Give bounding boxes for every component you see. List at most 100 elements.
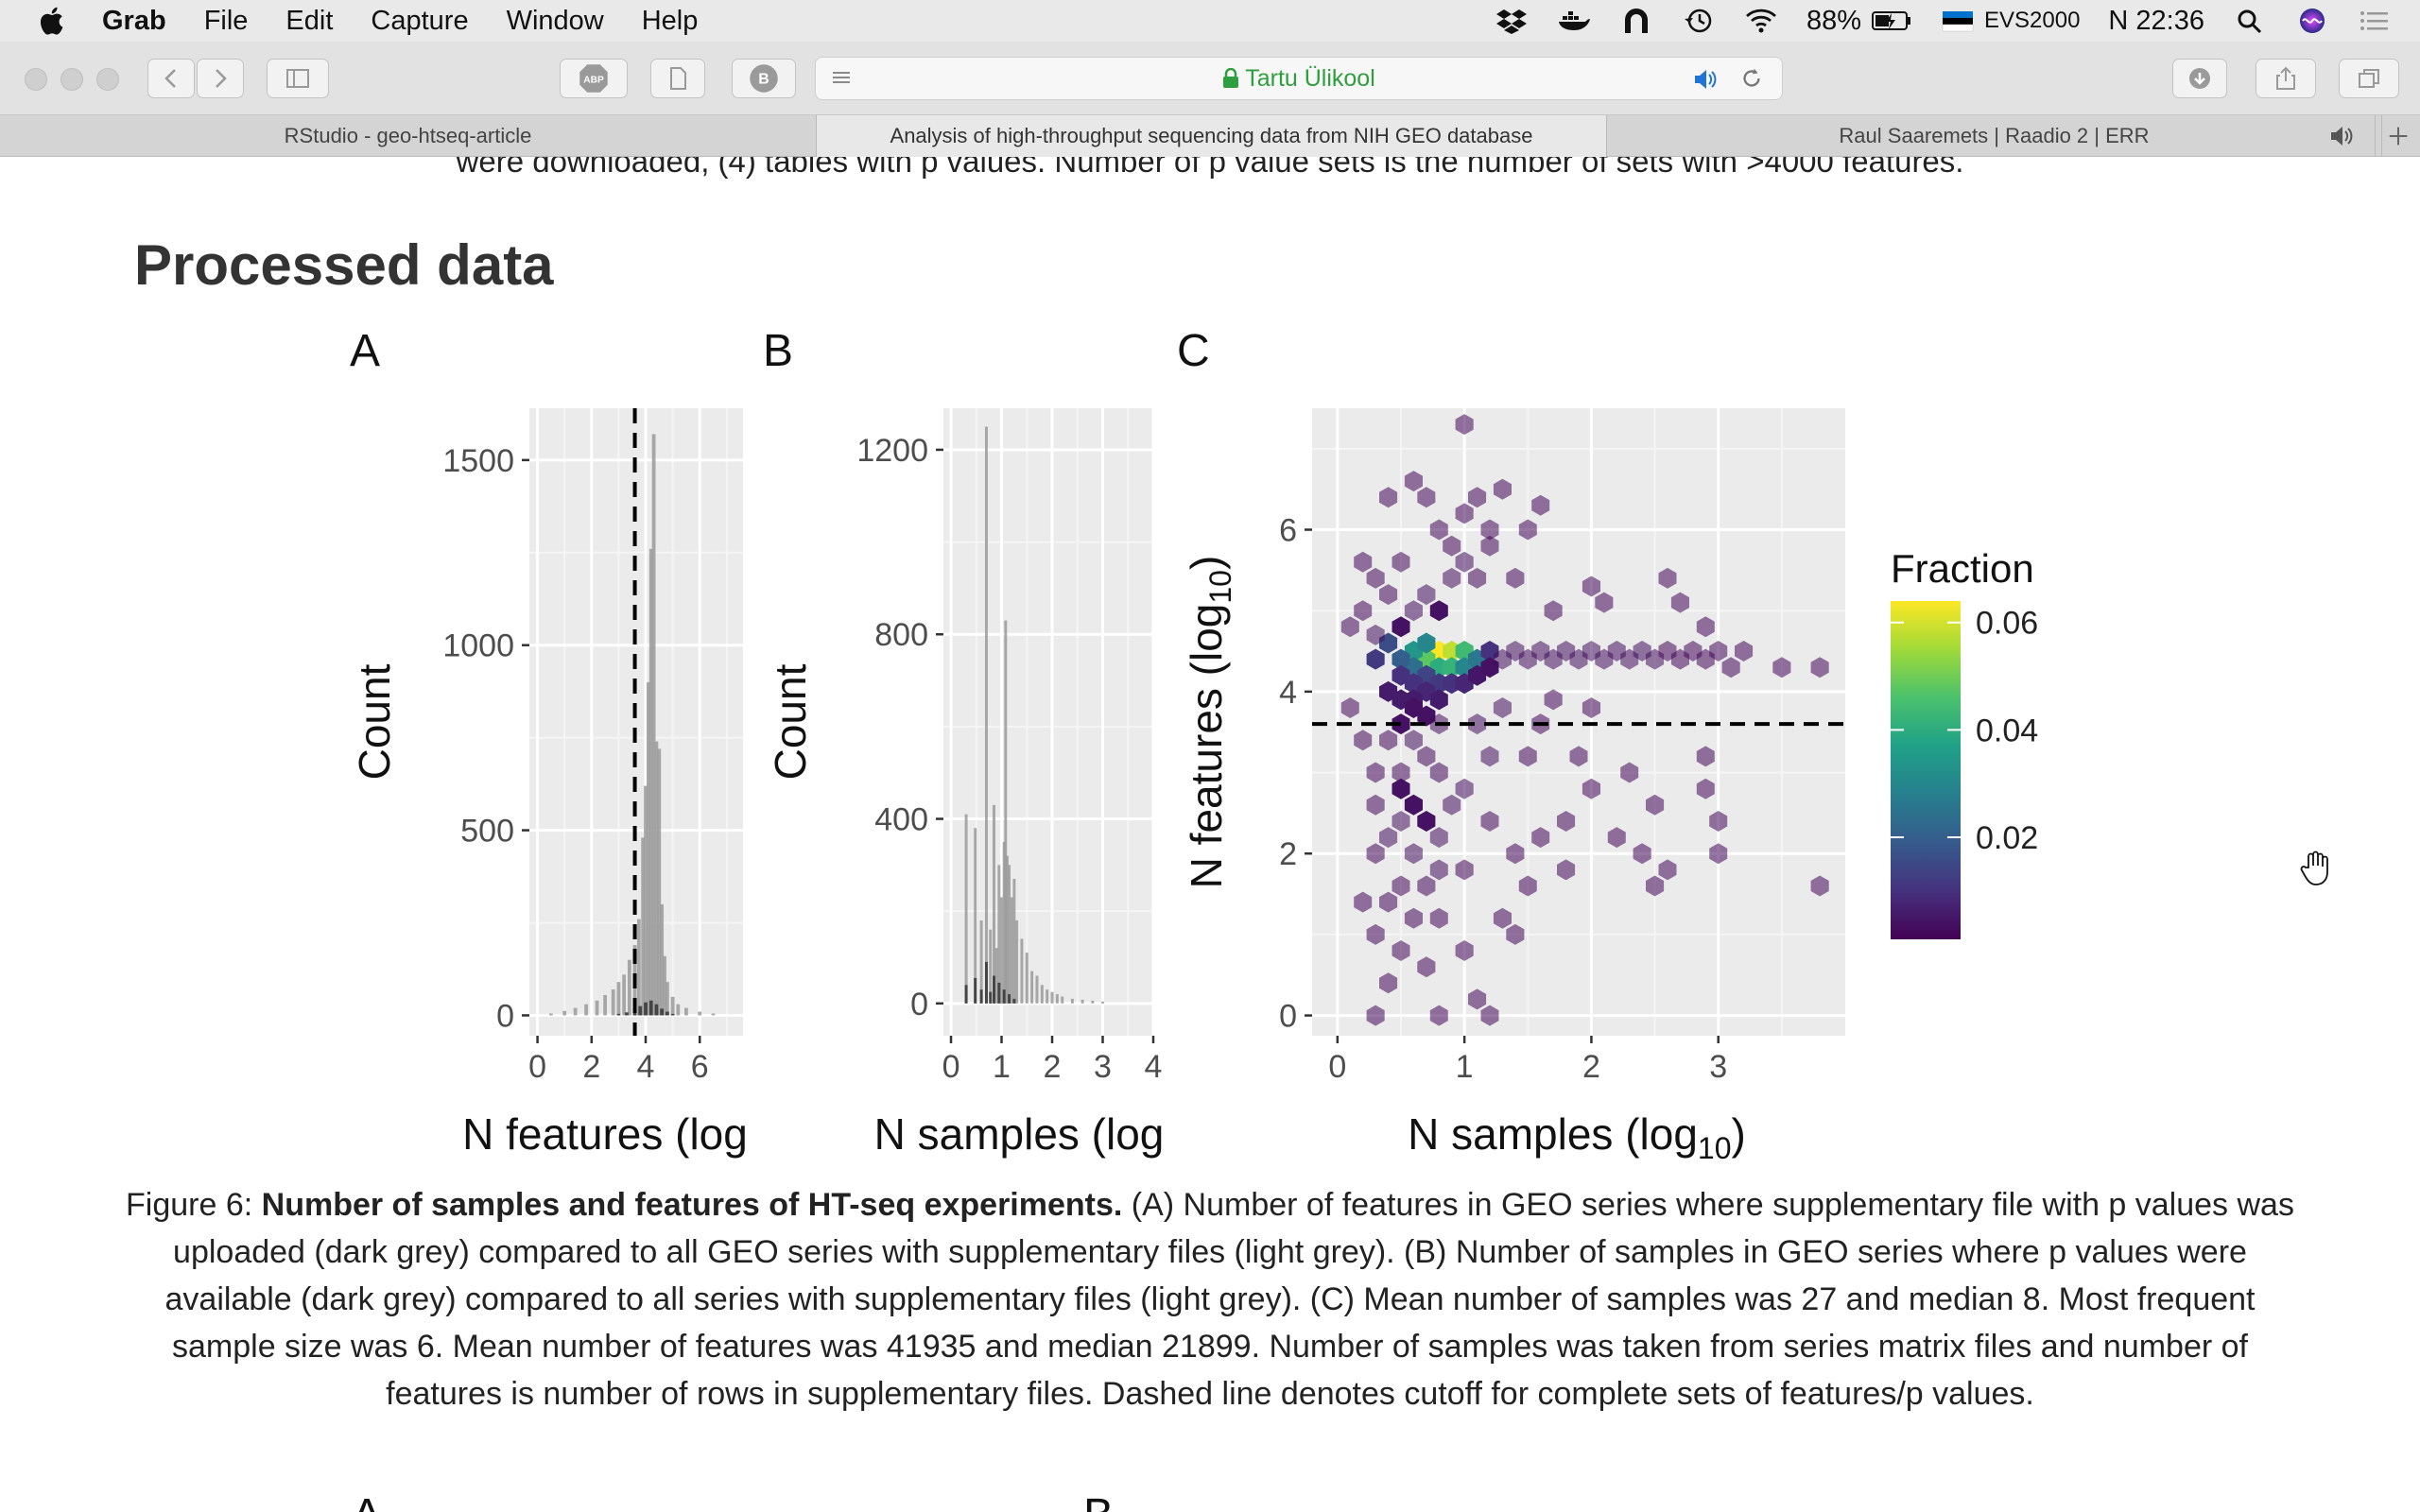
- download-icon: [2189, 68, 2210, 89]
- histogram-bar: [1004, 620, 1008, 1004]
- spotlight-search-icon[interactable]: [2233, 7, 2267, 35]
- histogram-bar: [1012, 879, 1016, 1004]
- hexbin-cell: [1468, 487, 1487, 508]
- histogram-bar: [997, 865, 1001, 1004]
- wifi-icon[interactable]: [1744, 7, 1778, 35]
- hexbin-cell: [1366, 762, 1385, 783]
- sidebar-toggle-button[interactable]: [267, 59, 329, 98]
- chevron-right-icon: [216, 69, 227, 88]
- histogram-bar: [711, 1013, 716, 1016]
- histogram-bar: [1010, 897, 1013, 1004]
- hexbin-cell: [1429, 519, 1448, 541]
- hexbin-cell: [1379, 487, 1398, 508]
- y-axis-title-main: N features (log: [1182, 604, 1231, 889]
- speaker-playing-icon[interactable]: [1691, 65, 1720, 94]
- histogram-bar: [1040, 985, 1044, 1004]
- tab-raadio2[interactable]: Raul Saaremets | Raadio 2 | ERR: [1607, 115, 2382, 157]
- battery-charging-icon[interactable]: [1871, 7, 1912, 35]
- dropbox-icon[interactable]: [1495, 7, 1529, 35]
- clipped-paragraph-line: were downloaded, (4) tables with p value…: [456, 157, 1964, 179]
- hexbin-cell: [1392, 875, 1410, 897]
- y-axis-title: Count: [350, 663, 399, 780]
- new-tab-plus-icon[interactable]: [2385, 123, 2411, 149]
- document-icon: [670, 67, 686, 90]
- tab-audio-icon[interactable]: [2327, 122, 2356, 150]
- histogram-bar: [1035, 975, 1039, 1004]
- hexbin-cell: [1455, 778, 1474, 799]
- svg-text:ABP: ABP: [583, 76, 604, 86]
- hexbin-cell: [1810, 657, 1829, 679]
- tab-overview-button[interactable]: [2339, 59, 2399, 98]
- histogram-bar: [1015, 919, 1019, 1004]
- hexbin-cell: [1366, 624, 1385, 645]
- hexbin-cell: [1455, 503, 1474, 524]
- back-button[interactable]: [147, 59, 195, 98]
- hexbin-cell: [1518, 875, 1537, 897]
- page-button[interactable]: [650, 59, 705, 98]
- hexbin-cell: [1544, 689, 1563, 711]
- reload-icon[interactable]: [1738, 65, 1765, 92]
- x-tick-label: 0: [942, 1049, 960, 1085]
- menu-window[interactable]: Window: [506, 5, 604, 36]
- caption-prefix: Figure 6:: [126, 1187, 262, 1223]
- hexbin-cell: [1354, 551, 1373, 573]
- forward-button[interactable]: [197, 59, 244, 98]
- y-tick-label: 2: [1279, 836, 1297, 872]
- histogram-bar: [1008, 865, 1011, 1004]
- hexbin-cell: [1506, 843, 1525, 865]
- time-machine-icon[interactable]: [1682, 7, 1716, 35]
- tab-geo-article[interactable]: Analysis of high-throughput sequencing d…: [817, 115, 1607, 157]
- hexbin-cell: [1480, 535, 1499, 557]
- apple-menu-icon[interactable]: [36, 4, 70, 38]
- minimize-window-button[interactable]: [60, 68, 83, 91]
- vpn-icon[interactable]: [1619, 7, 1653, 35]
- notification-center-icon[interactable]: [2358, 7, 2392, 35]
- hexbin-cell: [1392, 648, 1410, 670]
- legend-title: Fraction: [1891, 546, 2034, 591]
- x-tick-label: 3: [1709, 1049, 1727, 1085]
- x-tick-label: 4: [637, 1049, 655, 1085]
- input-source-label[interactable]: EVS2000: [1984, 8, 2081, 33]
- menu-capture[interactable]: Capture: [371, 5, 469, 36]
- menu-edit[interactable]: Edit: [285, 5, 334, 36]
- x-tick-label: 3: [1094, 1049, 1112, 1085]
- extension-b-button[interactable]: B: [732, 59, 796, 98]
- docker-icon[interactable]: [1557, 7, 1591, 35]
- adblock-button[interactable]: ABP: [560, 59, 628, 98]
- hexbin-cell: [1417, 875, 1436, 897]
- hexbin-cell: [1443, 794, 1461, 816]
- hexbin-cell: [1709, 641, 1728, 662]
- hexbin-cell: [1417, 956, 1436, 978]
- hexbin-cell: [1404, 843, 1423, 865]
- hexbin-cell: [1417, 811, 1436, 832]
- legend-tick-label: 0.06: [1976, 606, 2038, 642]
- estonian-flag-icon[interactable]: [1941, 7, 1975, 35]
- histogram-bar: [1012, 998, 1016, 1004]
- battery-percent[interactable]: 88%: [1806, 5, 1861, 36]
- zoom-window-button[interactable]: [96, 68, 119, 91]
- histogram-bar: [984, 961, 988, 1004]
- siri-icon[interactable]: [2295, 7, 2329, 35]
- hexbin-cell: [1392, 811, 1410, 832]
- app-menu[interactable]: Grab: [102, 5, 166, 36]
- histogram-bar: [660, 1008, 665, 1016]
- hexbin-cell: [1480, 1005, 1499, 1026]
- share-icon: [2276, 66, 2295, 90]
- address-bar[interactable]: Tartu Ülikool: [815, 57, 1783, 100]
- hexbin-cell: [1557, 811, 1576, 832]
- downloads-button[interactable]: [2172, 59, 2227, 98]
- menubar-clock[interactable]: N 22:36: [2108, 5, 2204, 36]
- menu-file[interactable]: File: [203, 5, 249, 36]
- menu-help[interactable]: Help: [641, 5, 699, 36]
- legend-colorbar: [1891, 601, 1961, 939]
- plot-background: [943, 408, 1153, 1036]
- tab-rstudio[interactable]: RStudio - geo-htseq-article: [0, 115, 817, 157]
- hexbin-cell: [1480, 811, 1499, 832]
- reader-mode-button[interactable]: [815, 59, 868, 98]
- share-button[interactable]: [2256, 59, 2316, 98]
- y-tick-label: 500: [460, 814, 514, 850]
- histogram-bar: [670, 996, 675, 1016]
- histogram-bar: [1101, 1001, 1104, 1004]
- histogram-bar: [660, 903, 665, 1016]
- close-window-button[interactable]: [25, 68, 47, 91]
